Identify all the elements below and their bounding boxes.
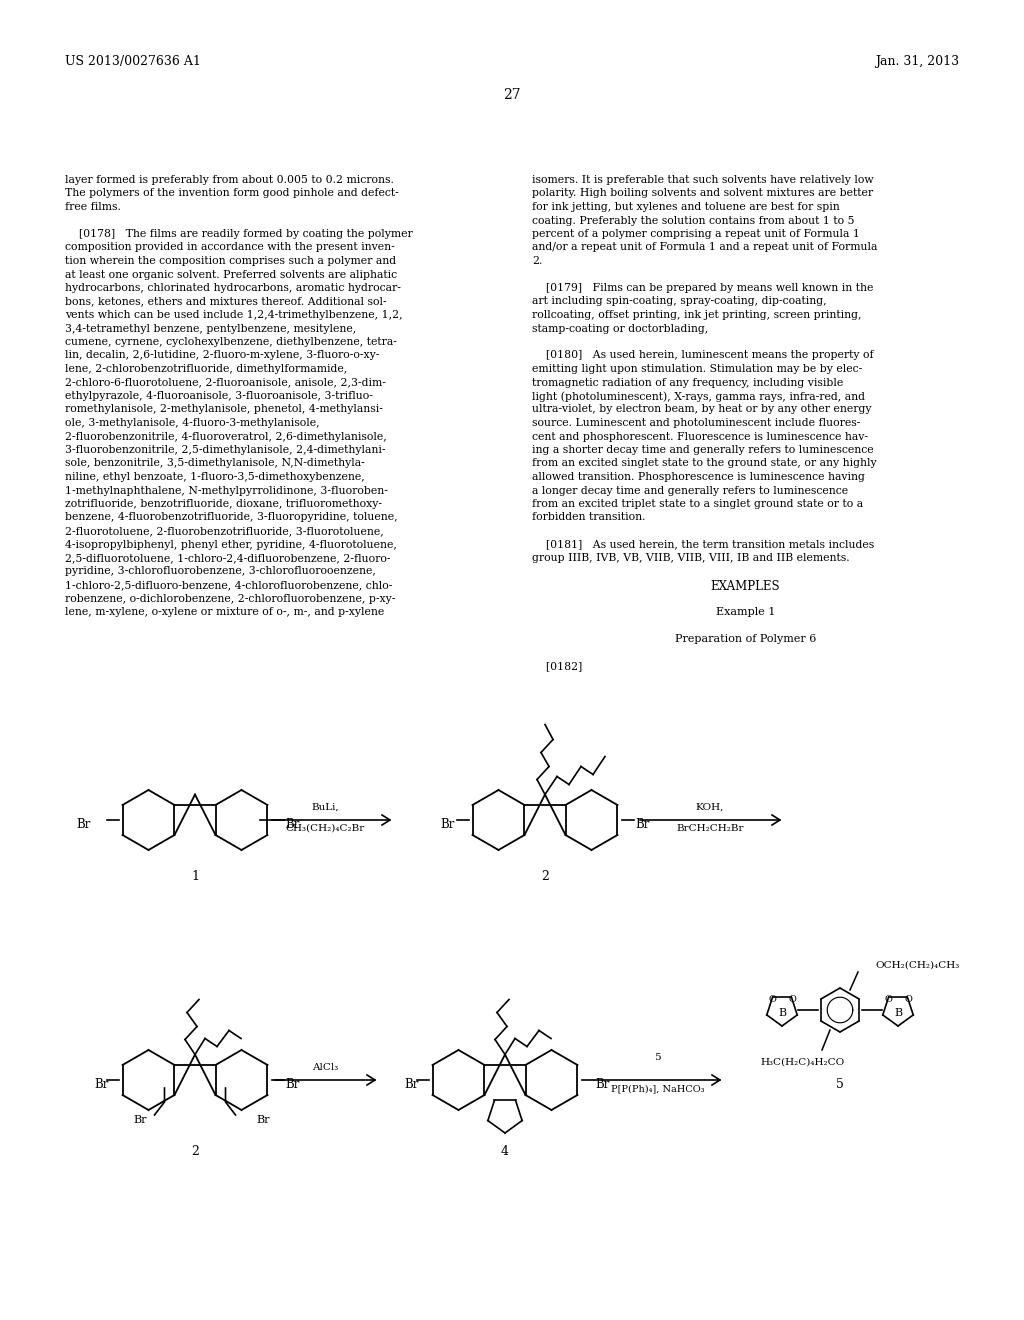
Text: B: B (778, 1008, 786, 1018)
Text: isomers. It is preferable that such solvents have relatively low: isomers. It is preferable that such solv… (532, 176, 873, 185)
Text: Br: Br (286, 818, 300, 832)
Text: 4: 4 (501, 1144, 509, 1158)
Text: lene, 2-chlorobenzotrifluoride, dimethylformamide,: lene, 2-chlorobenzotrifluoride, dimethyl… (65, 364, 347, 374)
Text: group IIIB, IVB, VB, VIIB, VIIB, VIII, IB and IIB elements.: group IIIB, IVB, VB, VIIB, VIIB, VIII, I… (532, 553, 850, 564)
Text: vents which can be used include 1,2,4-trimethylbenzene, 1,2,: vents which can be used include 1,2,4-tr… (65, 310, 402, 319)
Text: lin, decalin, 2,6-lutidine, 2-fluoro-m-xylene, 3-fluoro-o-xy-: lin, decalin, 2,6-lutidine, 2-fluoro-m-x… (65, 351, 379, 360)
Text: O: O (788, 995, 796, 1005)
Text: Br: Br (133, 1115, 147, 1125)
Text: 1: 1 (191, 870, 199, 883)
Text: 3-fluorobenzonitrile, 2,5-dimethylanisole, 2,4-dimethylani-: 3-fluorobenzonitrile, 2,5-dimethylanisol… (65, 445, 385, 455)
Text: BrCH₂CH₂Br: BrCH₂CH₂Br (676, 824, 743, 833)
Text: Br: Br (256, 1115, 270, 1125)
Text: Br: Br (94, 1078, 109, 1092)
Text: a longer decay time and generally refers to luminescence: a longer decay time and generally refers… (532, 486, 848, 495)
Text: niline, ethyl benzoate, 1-fluoro-3,5-dimethoxybenzene,: niline, ethyl benzoate, 1-fluoro-3,5-dim… (65, 473, 365, 482)
Text: Jan. 31, 2013: Jan. 31, 2013 (874, 55, 959, 69)
Text: 5: 5 (654, 1053, 660, 1063)
Text: forbidden transition.: forbidden transition. (532, 512, 645, 523)
Text: 2,5-difluorotoluene, 1-chloro-2,4-difluorobenzene, 2-fluoro-: 2,5-difluorotoluene, 1-chloro-2,4-difluo… (65, 553, 390, 564)
Text: [0181]   As used herein, the term transition metals includes: [0181] As used herein, the term transiti… (532, 540, 874, 549)
Text: KOH,: KOH, (696, 803, 724, 812)
Text: ole, 3-methylanisole, 4-fluoro-3-methylanisole,: ole, 3-methylanisole, 4-fluoro-3-methyla… (65, 418, 319, 428)
Text: layer formed is preferably from about 0.005 to 0.2 microns.: layer formed is preferably from about 0.… (65, 176, 394, 185)
Text: US 2013/0027636 A1: US 2013/0027636 A1 (65, 55, 201, 69)
Text: Br: Br (286, 1078, 300, 1092)
Text: 1-chloro-2,5-difluoro-benzene, 4-chlorofluorobenzene, chlo-: 1-chloro-2,5-difluoro-benzene, 4-chlorof… (65, 579, 392, 590)
Text: 2: 2 (541, 870, 549, 883)
Text: emitting light upon stimulation. Stimulation may be by elec-: emitting light upon stimulation. Stimula… (532, 364, 862, 374)
Text: source. Luminescent and photoluminescent include fluores-: source. Luminescent and photoluminescent… (532, 418, 860, 428)
Text: 2: 2 (191, 1144, 199, 1158)
Text: 3,4-tetramethyl benzene, pentylbenzene, mesitylene,: 3,4-tetramethyl benzene, pentylbenzene, … (65, 323, 356, 334)
Text: 4-isopropylbiphenyl, phenyl ether, pyridine, 4-fluorotoluene,: 4-isopropylbiphenyl, phenyl ether, pyrid… (65, 540, 397, 549)
Text: allowed transition. Phosphorescence is luminescence having: allowed transition. Phosphorescence is l… (532, 473, 865, 482)
Text: tromagnetic radiation of any frequency, including visible: tromagnetic radiation of any frequency, … (532, 378, 843, 388)
Text: O: O (884, 995, 892, 1005)
Text: AlCl₃: AlCl₃ (312, 1063, 338, 1072)
Text: cumene, cyrnene, cyclohexylbenzene, diethylbenzene, tetra-: cumene, cyrnene, cyclohexylbenzene, diet… (65, 337, 397, 347)
Text: stamp-coating or doctorblading,: stamp-coating or doctorblading, (532, 323, 709, 334)
Text: zotrifluoride, benzotrifluoride, dioxane, trifluoromethoxy-: zotrifluoride, benzotrifluoride, dioxane… (65, 499, 382, 510)
Text: 5: 5 (836, 1078, 844, 1092)
Text: ultra-violet, by electron beam, by heat or by any other energy: ultra-violet, by electron beam, by heat … (532, 404, 871, 414)
Text: P[P(Ph)₄], NaHCO₃: P[P(Ph)₄], NaHCO₃ (610, 1084, 705, 1093)
Text: Example 1: Example 1 (716, 607, 775, 616)
Text: H₃C(H₂C)₄H₂CO: H₃C(H₂C)₄H₂CO (760, 1057, 844, 1067)
Text: lene, m-xylene, o-xylene or mixture of o-, m-, and p-xylene: lene, m-xylene, o-xylene or mixture of o… (65, 607, 384, 616)
Text: tion wherein the composition comprises such a polymer and: tion wherein the composition comprises s… (65, 256, 396, 267)
Text: hydrocarbons, chlorinated hydrocarbons, aromatic hydrocar-: hydrocarbons, chlorinated hydrocarbons, … (65, 282, 400, 293)
Text: Br: Br (76, 818, 90, 832)
Text: bons, ketones, ethers and mixtures thereof. Additional sol-: bons, ketones, ethers and mixtures there… (65, 297, 387, 306)
Text: sole, benzonitrile, 3,5-dimethylanisole, N,N-dimethyla-: sole, benzonitrile, 3,5-dimethylanisole,… (65, 458, 365, 469)
Text: art including spin-coating, spray-coating, dip-coating,: art including spin-coating, spray-coatin… (532, 297, 826, 306)
Text: pyridine, 3-chlorofluorobenzene, 3-chlorofluorooenzene,: pyridine, 3-chlorofluorobenzene, 3-chlor… (65, 566, 376, 577)
Text: for ink jetting, but xylenes and toluene are best for spin: for ink jetting, but xylenes and toluene… (532, 202, 840, 213)
Text: romethylanisole, 2-methylanisole, phenetol, 4-methylansi-: romethylanisole, 2-methylanisole, phenet… (65, 404, 383, 414)
Text: O: O (768, 995, 776, 1005)
Text: [0180]   As used herein, luminescent means the property of: [0180] As used herein, luminescent means… (532, 351, 873, 360)
Text: 2.: 2. (532, 256, 543, 267)
Text: percent of a polymer comprising a repeat unit of Formula 1: percent of a polymer comprising a repeat… (532, 228, 860, 239)
Text: BuLi,: BuLi, (311, 803, 339, 812)
Text: from an excited triplet state to a singlet ground state or to a: from an excited triplet state to a singl… (532, 499, 863, 510)
Text: CH₃(CH₂)₄C₂Br: CH₃(CH₂)₄C₂Br (286, 824, 365, 833)
Text: Preparation of Polymer 6: Preparation of Polymer 6 (675, 634, 816, 644)
Text: The polymers of the invention form good pinhole and defect-: The polymers of the invention form good … (65, 189, 398, 198)
Text: and/or a repeat unit of Formula 1 and a repeat unit of Formula: and/or a repeat unit of Formula 1 and a … (532, 243, 878, 252)
Text: EXAMPLES: EXAMPLES (711, 579, 780, 593)
Text: [0178]   The films are readily formed by coating the polymer: [0178] The films are readily formed by c… (65, 228, 413, 239)
Text: polarity. High boiling solvents and solvent mixtures are better: polarity. High boiling solvents and solv… (532, 189, 873, 198)
Text: Br: Br (440, 818, 455, 832)
Text: from an excited singlet state to the ground state, or any highly: from an excited singlet state to the gro… (532, 458, 877, 469)
Text: at least one organic solvent. Preferred solvents are aliphatic: at least one organic solvent. Preferred … (65, 269, 397, 280)
Text: 2-chloro-6-fluorotoluene, 2-fluoroanisole, anisole, 2,3-dim-: 2-chloro-6-fluorotoluene, 2-fluoroanisol… (65, 378, 386, 388)
Text: benzene, 4-fluorobenzotrifluoride, 3-fluoropyridine, toluene,: benzene, 4-fluorobenzotrifluoride, 3-flu… (65, 512, 397, 523)
Text: coating. Preferably the solution contains from about 1 to 5: coating. Preferably the solution contain… (532, 215, 854, 226)
Text: robenzene, o-dichlorobenzene, 2-chlorofluorobenzene, p-xy-: robenzene, o-dichlorobenzene, 2-chlorofl… (65, 594, 395, 603)
Text: [0179]   Films can be prepared by means well known in the: [0179] Films can be prepared by means we… (532, 282, 873, 293)
Text: rollcoating, offset printing, ink jet printing, screen printing,: rollcoating, offset printing, ink jet pr… (532, 310, 861, 319)
Text: ing a shorter decay time and generally refers to luminescence: ing a shorter decay time and generally r… (532, 445, 873, 455)
Text: ethylpyrazole, 4-fluoroanisole, 3-fluoroanisole, 3-trifluo-: ethylpyrazole, 4-fluoroanisole, 3-fluoro… (65, 391, 373, 401)
Text: composition provided in accordance with the present inven-: composition provided in accordance with … (65, 243, 394, 252)
Text: 2-fluorotoluene, 2-fluorobenzotrifluoride, 3-fluorotoluene,: 2-fluorotoluene, 2-fluorobenzotrifluorid… (65, 525, 384, 536)
Text: 2-fluorobenzonitrile, 4-fluoroveratrol, 2,6-dimethylanisole,: 2-fluorobenzonitrile, 4-fluoroveratrol, … (65, 432, 387, 441)
Text: Br: Br (404, 1078, 419, 1092)
Text: free films.: free films. (65, 202, 121, 213)
Text: cent and phosphorescent. Fluorescence is luminescence hav-: cent and phosphorescent. Fluorescence is… (532, 432, 868, 441)
Text: Br: Br (596, 1078, 610, 1092)
Text: OCH₂(CH₂)₄CH₃: OCH₂(CH₂)₄CH₃ (874, 961, 959, 969)
Text: B: B (894, 1008, 902, 1018)
Text: light (photoluminescent), X-rays, gamma rays, infra-red, and: light (photoluminescent), X-rays, gamma … (532, 391, 865, 401)
Text: 27: 27 (503, 88, 521, 102)
Text: O: O (904, 995, 912, 1005)
Text: [0182]: [0182] (532, 661, 583, 671)
Text: 1-methylnaphthalene, N-methylpyrrolidinone, 3-fluoroben-: 1-methylnaphthalene, N-methylpyrrolidino… (65, 486, 388, 495)
Text: Br: Br (636, 818, 650, 832)
